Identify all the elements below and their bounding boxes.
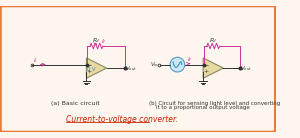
Text: $I_f$: $I_f$ <box>101 37 107 46</box>
FancyBboxPatch shape <box>0 6 276 132</box>
Text: $V_{out}$: $V_{out}$ <box>125 64 137 73</box>
Text: (b) Circuit for sensing light level and converting: (b) Circuit for sensing light level and … <box>149 100 280 106</box>
Polygon shape <box>203 58 224 78</box>
Text: it to a proportional output voltage: it to a proportional output voltage <box>149 105 250 110</box>
Text: +: + <box>87 69 92 74</box>
Text: $I_f$: $I_f$ <box>187 56 193 64</box>
Text: −: − <box>87 62 92 67</box>
Polygon shape <box>86 58 106 78</box>
Text: +: + <box>203 69 208 74</box>
Text: (a) Basic circuit: (a) Basic circuit <box>51 101 99 106</box>
Text: $I_i$: $I_i$ <box>33 57 38 65</box>
Text: $V_{in}$: $V_{in}$ <box>150 60 159 69</box>
Text: Current-to-voltage converter.: Current-to-voltage converter. <box>66 115 178 124</box>
Text: −: − <box>203 62 208 67</box>
Text: 0 V: 0 V <box>87 67 95 72</box>
Text: $R_f$: $R_f$ <box>92 37 101 45</box>
Text: $R_f$: $R_f$ <box>209 37 218 45</box>
Circle shape <box>170 57 185 72</box>
Text: $V_{out}$: $V_{out}$ <box>240 64 252 73</box>
